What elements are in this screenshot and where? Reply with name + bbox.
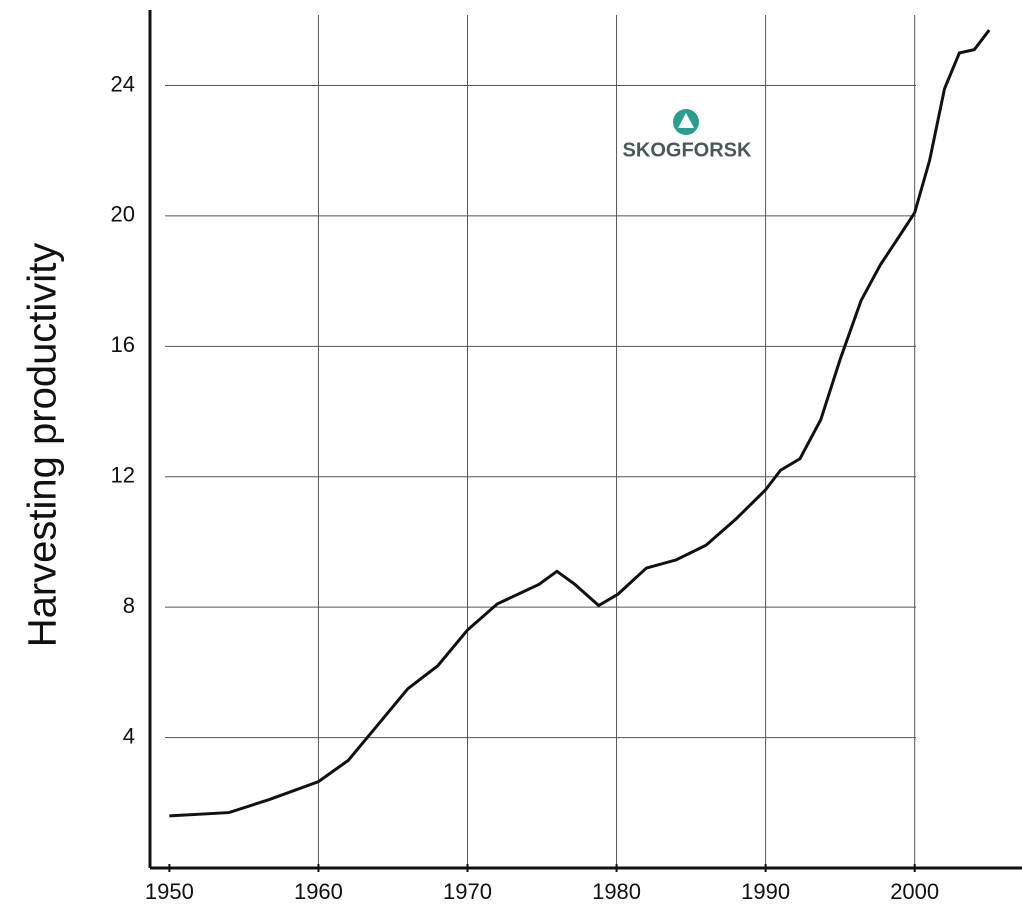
y-tick-label: 8 [123, 593, 135, 618]
x-tick-label: 1970 [443, 879, 492, 904]
y-tick-label: 20 [111, 202, 135, 227]
logo-icon-mark [678, 113, 694, 128]
y-tick-label: 24 [111, 71, 135, 96]
logo: SKOGFORSK [623, 109, 752, 161]
line [169, 29, 991, 818]
y-tick-label: 4 [123, 723, 135, 748]
y-axis-label: Harvesting productivity [21, 243, 65, 648]
y-tick-label: 12 [111, 463, 135, 488]
x-tick-label: 1960 [294, 879, 343, 904]
x-tick-label: 2000 [890, 879, 939, 904]
x-tick-label: 1990 [741, 879, 790, 904]
logo-text: SKOGFORSK [623, 139, 752, 161]
x-tick-label: 1950 [145, 879, 194, 904]
y-tick-label: 16 [111, 332, 135, 357]
x-tick-label: 1980 [592, 879, 641, 904]
